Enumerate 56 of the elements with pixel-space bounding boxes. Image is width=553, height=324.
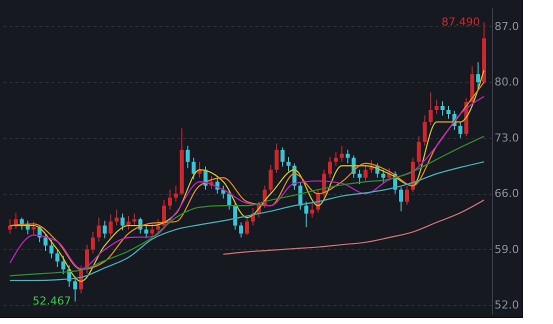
- candlestick: [96, 217, 101, 242]
- candlestick: [239, 222, 244, 238]
- candlestick: [55, 248, 60, 268]
- candlestick: [458, 121, 462, 138]
- candlestick: [405, 185, 409, 206]
- y-tick-label: 80.0: [494, 76, 519, 89]
- candlestick: [120, 213, 125, 231]
- annotation: 52.467: [32, 294, 72, 308]
- candlestick: [132, 213, 136, 226]
- y-tick-label: 87.0: [494, 20, 519, 33]
- candlestick: [8, 218, 12, 234]
- candlestick: [227, 190, 232, 210]
- y-tick-label: 52.0: [494, 298, 519, 312]
- candlestick: [90, 231, 95, 254]
- candlestick: [286, 156, 290, 172]
- candlestick: [150, 223, 154, 238]
- line-series: [222, 199, 485, 255]
- candlestick: [114, 209, 119, 226]
- candlestick: [399, 186, 404, 212]
- candlestick: [310, 202, 314, 218]
- candlestick: [49, 239, 54, 259]
- candlestick: [274, 142, 279, 174]
- y-tick-label: 73.0: [494, 131, 519, 144]
- candlestick: [102, 220, 107, 239]
- candlestick: [186, 145, 190, 169]
- candlestick: [346, 149, 350, 164]
- candlestick: [168, 189, 172, 210]
- candlestick: [434, 99, 439, 114]
- y-tick-label: 59.0: [494, 242, 519, 256]
- candlestick: [422, 115, 427, 146]
- candlestick: [280, 146, 285, 168]
- candlestick: [233, 202, 238, 230]
- candlestick: [334, 152, 338, 166]
- candlestick: [328, 156, 332, 178]
- candlestick: [44, 233, 48, 252]
- candlestick: [144, 225, 148, 239]
- candlestick: [174, 185, 178, 202]
- candlestick: [268, 164, 273, 194]
- candlestick: [416, 136, 421, 166]
- candlestick: [32, 221, 36, 236]
- annotation: 87.490: [442, 15, 480, 28]
- candlestick: [446, 106, 450, 120]
- candlestick: [340, 145, 344, 162]
- candlestick: [304, 201, 308, 228]
- candlestick: [476, 62, 480, 91]
- candlestick: [428, 92, 433, 126]
- candlestick: [245, 217, 249, 236]
- candlestick: [20, 217, 24, 230]
- candlestick: [73, 276, 78, 302]
- candlestick: [440, 100, 445, 116]
- candlestick: [61, 255, 66, 275]
- candlestick: [108, 214, 113, 238]
- candlestick: [364, 164, 368, 182]
- candlestick: [156, 218, 160, 234]
- candlestick: [192, 157, 196, 180]
- y-tick-label: 66.0: [494, 187, 519, 200]
